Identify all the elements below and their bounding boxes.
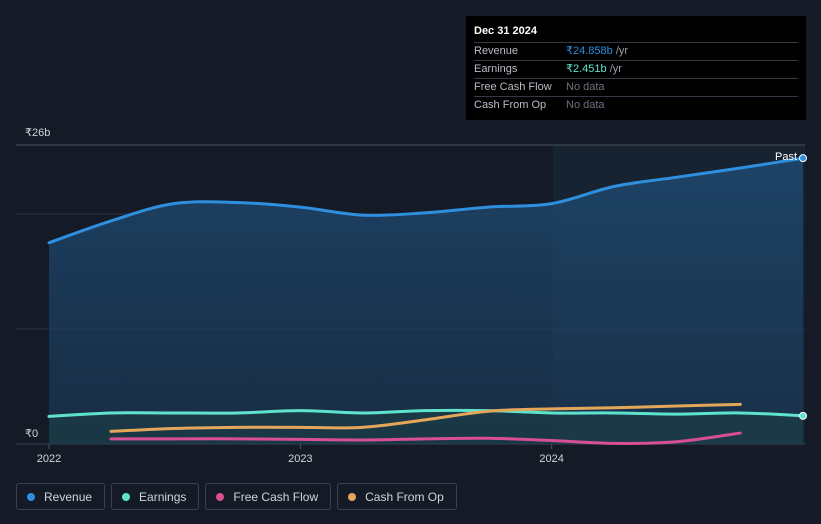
series-areas — [49, 158, 803, 444]
axis-labels: ₹26b ₹0 2022 2023 2024 Past — [25, 127, 797, 465]
legend-label: Revenue — [44, 489, 93, 504]
tooltip-label: Cash From Op — [474, 99, 547, 111]
legend-label: Free Cash Flow — [233, 489, 319, 504]
revenue-line — [47, 156, 805, 245]
y-tick-label-bottom: ₹0 — [25, 428, 38, 440]
earnings-line — [47, 408, 805, 418]
cash-from-op-dot-icon — [348, 492, 357, 501]
tooltip-label: Free Cash Flow — [474, 81, 552, 93]
revenue-end-marker — [799, 154, 807, 163]
tooltip-date: Dec 31 2024 — [474, 25, 537, 37]
legend-item-free-cash-flow[interactable]: Free Cash Flow — [205, 483, 332, 510]
tooltip-panel: Dec 31 2024 Revenue ₹24.858b /yr Earning… — [466, 16, 806, 120]
revenue-dot-icon — [27, 492, 35, 501]
tooltip-value: No data — [566, 99, 605, 111]
legend-item-cash-from-op[interactable]: Cash From Op — [337, 483, 457, 510]
tooltip-value: No data — [566, 81, 605, 93]
tooltip-row-cash-from-op: Cash From Op No data — [474, 96, 798, 114]
legend: Revenue Earnings Free Cash Flow Cash Fro… — [16, 483, 457, 510]
legend-item-earnings[interactable]: Earnings — [111, 483, 200, 510]
x-tick-label: 2024 — [539, 453, 563, 465]
earnings-end-marker — [799, 411, 807, 420]
x-tick-label: 2022 — [37, 453, 61, 465]
tooltip-row-revenue: Revenue ₹24.858b /yr — [474, 42, 798, 60]
y-tick-label-top: ₹26b — [25, 127, 50, 139]
earnings-area — [49, 410, 803, 444]
tooltip-value: ₹24.858b — [566, 45, 613, 57]
end-markers — [799, 154, 807, 420]
cash-from-op-line — [109, 402, 742, 433]
tooltip-row-free-cash-flow: Free Cash Flow No data — [474, 78, 798, 96]
legend-label: Earnings — [139, 489, 187, 504]
earnings-dot-icon — [122, 492, 131, 501]
tooltip-label: Earnings — [474, 63, 518, 75]
tooltip-value: ₹2.451b — [566, 63, 607, 75]
free-cash-flow-line — [109, 431, 742, 445]
series-lines — [47, 156, 805, 445]
x-tick-label: 2023 — [288, 453, 312, 465]
past-label: Past — [775, 151, 797, 163]
legend-item-revenue[interactable]: Revenue — [16, 483, 106, 510]
free-cash-flow-dot-icon — [216, 492, 225, 501]
tooltip-unit: /yr — [615, 45, 629, 57]
revenue-area — [49, 158, 803, 444]
tooltip-label: Revenue — [474, 45, 519, 57]
legend-label: Cash From Op — [365, 489, 444, 504]
tooltip-row-earnings: Earnings ₹2.451b /yr — [474, 60, 798, 78]
tooltip-unit: /yr — [609, 63, 622, 75]
